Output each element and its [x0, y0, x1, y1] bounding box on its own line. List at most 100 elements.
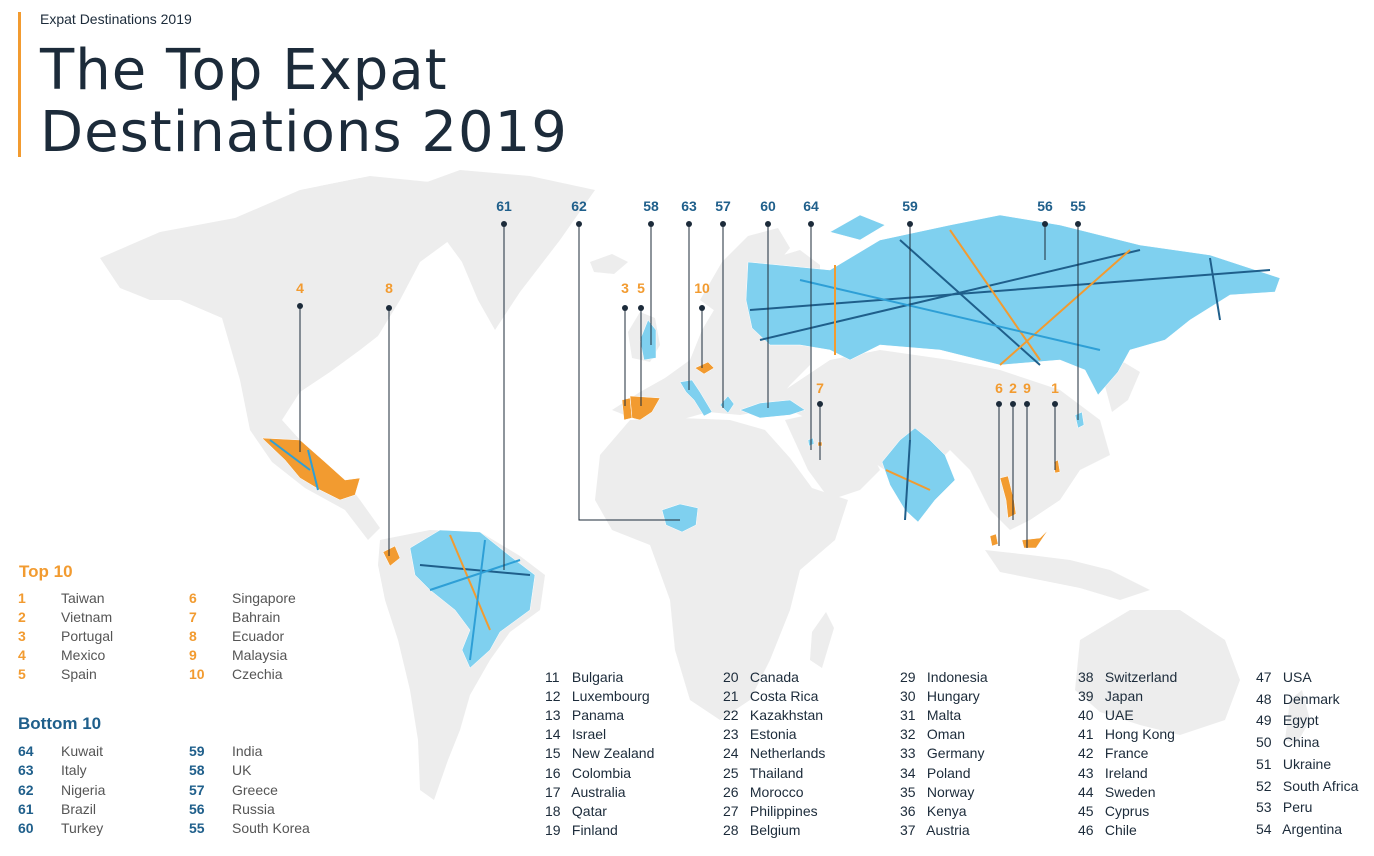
- middle-rank-number: 14: [545, 726, 561, 743]
- eyebrow-text: Expat Destinations 2019: [40, 11, 192, 27]
- land-madagascar: [810, 612, 834, 668]
- middle-rank-number: 12: [545, 688, 561, 705]
- middle-rank-number: 22: [723, 707, 739, 724]
- middle-rank-row: 36 Kenya: [900, 802, 967, 821]
- middle-rank-country: New Zealand: [571, 745, 655, 762]
- middle-rank-country: China: [1282, 734, 1320, 751]
- legend-country: Bahrain: [232, 609, 281, 625]
- middle-rank-country: Israel: [571, 726, 607, 743]
- middle-rank-number: 52: [1256, 777, 1272, 794]
- middle-rank-country: Panama: [571, 707, 625, 724]
- marker-top-10: 10: [694, 280, 710, 296]
- middle-rank-row: 20 Canada: [723, 668, 799, 687]
- middle-rank-number: 28: [723, 821, 739, 838]
- marker-bottom-59: 59: [902, 198, 918, 214]
- middle-rank-row: 46 Chile: [1078, 821, 1137, 840]
- middle-rank-number: 15: [545, 745, 561, 762]
- country-singapore: [989, 533, 999, 547]
- marker-bottom-63: 63: [681, 198, 697, 214]
- marker-bottom-64: 64: [803, 198, 819, 214]
- middle-rank-number: 46: [1078, 821, 1094, 838]
- legend-rank: 63: [18, 762, 34, 778]
- middle-rank-country: Hong Kong: [1104, 726, 1175, 743]
- middle-rank-number: 16: [545, 764, 561, 781]
- middle-rank-row: 42 France: [1078, 744, 1148, 763]
- middle-rank-country: Austria: [926, 821, 970, 838]
- country-russia-islands: [829, 214, 886, 241]
- middle-rank-country: Ukraine: [1282, 755, 1332, 772]
- middle-rank-number: 32: [900, 726, 916, 743]
- middle-rank-country: Norway: [926, 783, 975, 800]
- middle-rank-row: 16 Colombia: [545, 764, 631, 783]
- middle-rank-number: 45: [1078, 802, 1094, 819]
- middle-rank-country: Estonia: [749, 726, 797, 743]
- middle-rank-number: 39: [1078, 688, 1094, 705]
- country-greece: [719, 395, 735, 414]
- land-indonesia: [985, 550, 1150, 600]
- middle-rank-row: 22 Kazakhstan: [723, 706, 823, 725]
- legend-country: UK: [232, 762, 252, 778]
- middle-rank-number: 38: [1078, 669, 1094, 685]
- middle-rank-number: 19: [545, 821, 561, 838]
- marker-top-7: 7: [816, 380, 824, 396]
- legend-rank: 9: [189, 647, 197, 663]
- middle-rank-country: Bulgaria: [571, 669, 624, 685]
- middle-rank-row: 31 Malta: [900, 706, 961, 725]
- legend-country: Spain: [61, 666, 97, 682]
- middle-rank-country: Germany: [926, 745, 985, 762]
- land-asia: [770, 350, 1110, 530]
- legend-rank: 55: [189, 820, 205, 836]
- middle-rank-country: Argentina: [1282, 820, 1343, 837]
- middle-rank-number: 37: [900, 821, 916, 838]
- title-line-2: Destinations 2019: [40, 100, 568, 165]
- middle-rank-row: 54 Argentina: [1256, 820, 1342, 839]
- land-australia: [1075, 610, 1240, 735]
- middle-rank-country: Cyprus: [1104, 802, 1150, 819]
- middle-rank-country: Morocco: [749, 783, 804, 800]
- middle-rank-row: 52 South Africa: [1256, 777, 1358, 796]
- middle-rank-country: Hungary: [926, 688, 980, 705]
- marker-top-2: 2: [1009, 380, 1017, 396]
- legend-country: Portugal: [61, 628, 114, 644]
- legend-rank: 61: [18, 801, 34, 817]
- country-russia: [745, 214, 1281, 396]
- middle-rank-number: 40: [1078, 707, 1094, 724]
- middle-rank-country: Kenya: [926, 802, 967, 819]
- middle-rank-row: 30 Hungary: [900, 687, 980, 706]
- accent-bar: [18, 12, 21, 157]
- middle-rank-country: Colombia: [571, 764, 632, 781]
- middle-rank-country: Philippines: [749, 802, 818, 819]
- network-lines: [269, 229, 1271, 661]
- middle-rank-country: Thailand: [749, 764, 804, 781]
- legend-rank: 60: [18, 820, 34, 836]
- middle-rank-country: South Africa: [1282, 777, 1359, 794]
- legend-country: Ecuador: [232, 628, 285, 644]
- middle-rank-row: 39 Japan: [1078, 687, 1143, 706]
- marker-top-1: 1: [1051, 380, 1059, 396]
- middle-rank-number: 51: [1256, 755, 1272, 772]
- middle-rank-row: 33 Germany: [900, 744, 984, 763]
- legend-country: South Korea: [232, 820, 310, 836]
- legend-rank: 1: [18, 590, 26, 606]
- middle-rank-row: 38 Switzerland: [1078, 668, 1177, 687]
- marker-top-4: 4: [296, 280, 304, 296]
- middle-rank-number: 23: [723, 726, 739, 743]
- middle-rank-country: USA: [1282, 669, 1312, 685]
- marker-bottom-57: 57: [715, 198, 731, 214]
- middle-rank-number: 29: [900, 669, 916, 685]
- legend-rank: 62: [18, 782, 34, 798]
- middle-rank-row: 34 Poland: [900, 764, 970, 783]
- legend-country: Greece: [232, 782, 278, 798]
- middle-rank-row: 14 Israel: [545, 725, 606, 744]
- middle-rank-country: Kazakhstan: [749, 707, 824, 724]
- land-north-america: [100, 176, 470, 540]
- middle-rank-row: 32 Oman: [900, 725, 965, 744]
- marker-top-5: 5: [637, 280, 645, 296]
- middle-rank-number: 34: [900, 764, 916, 781]
- middle-rank-country: Belgium: [749, 821, 801, 838]
- middle-rank-number: 44: [1078, 783, 1094, 800]
- country-italy: [679, 379, 713, 417]
- middle-rank-number: 33: [900, 745, 916, 762]
- middle-rank-number: 36: [900, 802, 916, 819]
